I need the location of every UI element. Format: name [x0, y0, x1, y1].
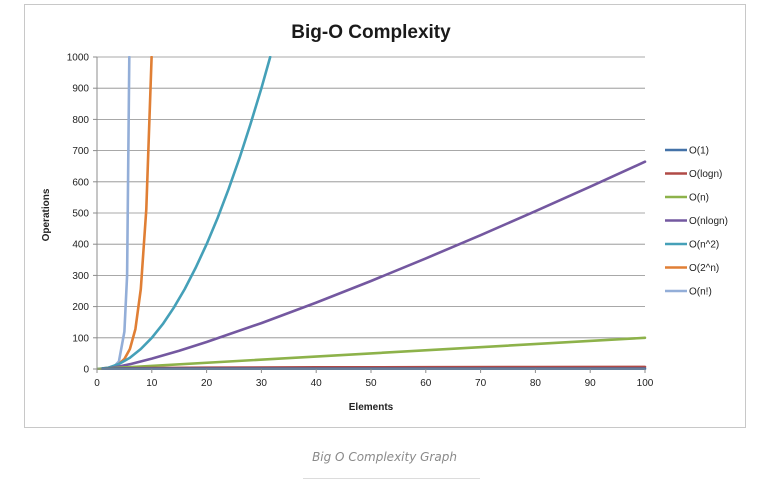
legend-label-ologn: O(logn) [689, 169, 722, 180]
legend-label-on2: O(n^2) [689, 240, 719, 251]
x-tick-label: 40 [311, 378, 323, 389]
x-tick-label: 30 [256, 378, 268, 389]
x-axis-label: Elements [349, 402, 394, 413]
x-tick-label: 60 [420, 378, 432, 389]
x-tick-label: 0 [94, 378, 100, 389]
legend-label-onlogn: O(nlogn) [689, 216, 728, 227]
x-tick-label: 100 [637, 378, 654, 389]
y-tick-label: 1000 [67, 53, 90, 64]
big-o-chart: Big-O Complexity 01002003004005006007008… [41, 22, 728, 413]
figure-caption: Big O Complexity Graph [312, 450, 457, 464]
y-tick-label: 400 [72, 240, 89, 251]
x-tick-label: 90 [585, 378, 597, 389]
x-tick-label: 50 [365, 378, 377, 389]
axes [93, 56, 646, 373]
series-line-onlogn [101, 160, 647, 370]
tick-labels: 0 100 200 300 400 500 600 700 800 900 1000 0 10 20 30 4… [67, 53, 654, 390]
x-tick-label: 70 [475, 378, 487, 389]
y-tick-label: 200 [72, 302, 89, 313]
y-tick-label: 600 [72, 177, 89, 188]
y-axis-label: Operations [41, 188, 52, 241]
caption-divider [303, 478, 480, 479]
chart-title: Big-O Complexity [291, 22, 451, 43]
legend-label-o1: O(1) [689, 146, 709, 157]
y-tick-label: 700 [72, 146, 89, 157]
legend-label-on: O(n) [689, 193, 709, 204]
chart-frame: Big-O Complexity 0 100 200 300 400 500 600 700 8… [24, 4, 746, 428]
y-tick-label: 0 [83, 365, 89, 376]
series-line-on [97, 336, 647, 370]
legend-label-on: O(n!) [689, 287, 712, 298]
gridlines [97, 56, 645, 339]
legend-label-o2n: O(2^n) [689, 263, 719, 274]
x-tick-label: 80 [530, 378, 542, 389]
y-tick-label: 800 [72, 115, 89, 126]
y-tick-label: 500 [72, 209, 89, 220]
x-tick-label: 10 [146, 378, 158, 389]
y-tick-label: 100 [72, 333, 89, 344]
y-tick-label: 900 [72, 84, 89, 95]
y-tick-label: 300 [72, 271, 89, 282]
legend: O(1) O(logn) O(n) O(nlogn) O(n^2) O(2^n) O(n!) [665, 146, 728, 298]
series-line-on2 [97, 56, 272, 370]
x-tick-label: 20 [201, 378, 213, 389]
